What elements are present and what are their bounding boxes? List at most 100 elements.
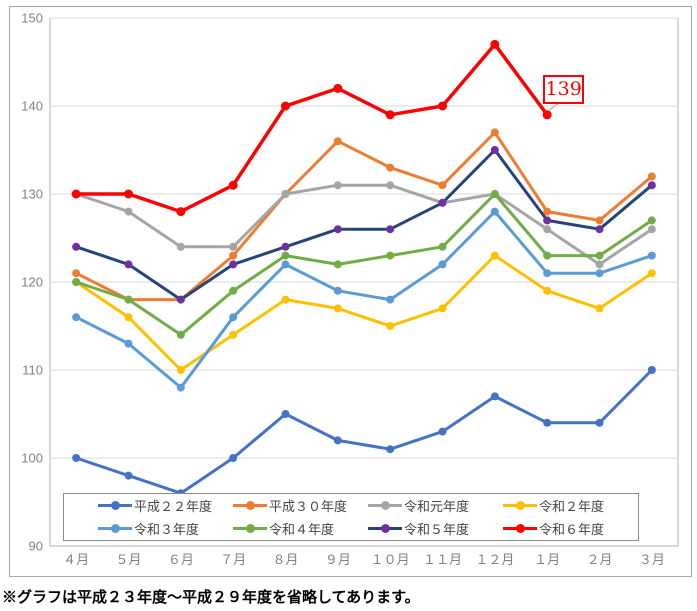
- x-tick-label-11: ２月: [586, 552, 612, 567]
- x-tick-label-1: ４月: [63, 552, 89, 567]
- series-marker-令和６年度: [124, 189, 133, 199]
- series-marker-平成２２年度: [490, 392, 499, 401]
- series-marker-平成２２年度: [72, 454, 81, 462]
- series-marker-令和２年度: [124, 313, 133, 322]
- annotation-label: 139: [543, 74, 585, 104]
- series-marker-平成３０年度: [438, 181, 447, 190]
- series-marker-令和４年度: [72, 278, 81, 286]
- legend-label: 平成２２年度: [134, 499, 213, 514]
- legend-label: 平成３０年度: [269, 499, 348, 514]
- legend-label: 令和５年度: [404, 522, 470, 537]
- x-tick-label-3: ６月: [168, 552, 194, 567]
- y-tick-label-90: 90: [29, 539, 43, 554]
- series-marker-令和４年度: [543, 251, 552, 260]
- series-marker-平成３０年度: [333, 137, 342, 146]
- chart-legend: 平成２２年度 平成３０年度 令和元年度 令和２年度令和３年度 令和４年度 令和５年度 令和６…: [63, 493, 639, 541]
- series-marker-令和３年度: [281, 260, 290, 269]
- series-marker-令和２年度: [490, 251, 499, 260]
- series-marker-令和元年度: [543, 225, 552, 234]
- series-marker-令和２年度: [647, 269, 656, 278]
- series-marker-令和６年度: [333, 83, 343, 93]
- series-marker-令和５年度: [72, 242, 81, 251]
- series-marker-平成２２年度: [438, 427, 447, 436]
- legend-entry-令和２年度: 令和２年度: [503, 494, 638, 517]
- legend-label: 令和２年度: [539, 499, 605, 514]
- series-marker-令和５年度: [543, 216, 552, 225]
- series-marker-令和元年度: [229, 242, 238, 251]
- series-marker-令和４年度: [176, 330, 185, 339]
- x-tick-label-9: １２月: [475, 552, 514, 567]
- series-line-令和３年度: [74, 210, 654, 390]
- series-line-平成２２年度: [74, 368, 654, 495]
- series-line-令和元年度: [74, 183, 654, 266]
- series-marker-平成３０年度: [386, 163, 395, 172]
- series-line-令和６年度: [74, 42, 549, 214]
- series-marker-令和５年度: [490, 146, 499, 154]
- series-marker-令和６年度: [438, 101, 447, 111]
- series-marker-令和６年度: [281, 101, 290, 111]
- series-line-令和２年度: [74, 254, 654, 372]
- series-marker-令和２年度: [229, 330, 238, 339]
- series-marker-令和４年度: [124, 295, 133, 304]
- series-marker-令和３年度: [124, 339, 133, 348]
- series-marker-令和５年度: [281, 242, 290, 251]
- series-marker-令和３年度: [543, 269, 552, 278]
- legend-entry-令和５年度: 令和５年度: [368, 517, 503, 540]
- series-marker-令和６年度: [176, 207, 186, 217]
- series-marker-平成２２年度: [124, 471, 133, 480]
- legend-marker-icon: [503, 501, 537, 510]
- x-tick-label-10: １月: [534, 552, 560, 567]
- y-tick-label-140: 140: [21, 99, 43, 114]
- series-marker-平成２２年度: [229, 454, 238, 462]
- series-marker-令和４年度: [281, 251, 290, 260]
- series-marker-令和元年度: [176, 242, 185, 251]
- series-marker-令和５年度: [176, 295, 185, 304]
- y-tick-label-130: 130: [21, 187, 43, 202]
- legend-label: 令和元年度: [404, 499, 470, 514]
- y-tick-label-120: 120: [21, 275, 43, 290]
- legend-marker-icon: [233, 524, 267, 533]
- series-marker-平成２２年度: [386, 445, 395, 454]
- legend-marker-icon: [503, 524, 537, 533]
- legend-marker-icon: [98, 501, 132, 510]
- series-marker-令和２年度: [386, 322, 395, 330]
- series-marker-平成３０年度: [543, 207, 552, 216]
- series-marker-令和元年度: [124, 207, 133, 216]
- series-marker-令和４年度: [647, 216, 656, 225]
- series-marker-令和３年度: [595, 269, 604, 278]
- legend-label: 令和６年度: [539, 522, 605, 537]
- series-marker-平成２２年度: [543, 418, 552, 427]
- legend-marker-icon: [368, 524, 402, 533]
- series-marker-令和５年度: [595, 225, 604, 234]
- series-marker-令和元年度: [386, 181, 395, 190]
- series-marker-平成３０年度: [595, 216, 604, 225]
- series-marker-令和５年度: [647, 181, 656, 190]
- series-marker-令和４年度: [333, 260, 342, 269]
- series-marker-平成２２年度: [333, 436, 342, 445]
- x-tick-label-2: ５月: [115, 552, 141, 567]
- legend-entry-令和元年度: 令和元年度: [368, 494, 503, 517]
- series-marker-令和６年度: [490, 39, 500, 49]
- chart-area: 90 100 110 120 130 140 150 ４月 ５月 ６月 ７月 ８月 ９月 １０月 １１月 １２…: [9, 6, 692, 577]
- legend-label: 令和４年度: [269, 522, 335, 537]
- legend-entry-平成２２年度: 平成２２年度: [98, 494, 233, 517]
- x-tick-label-5: ８月: [272, 552, 298, 567]
- series-marker-令和２年度: [595, 304, 604, 313]
- legend-entry-令和４年度: 令和４年度: [233, 517, 368, 540]
- series-marker-平成３０年度: [647, 172, 656, 181]
- x-tick-label-4: ７月: [220, 552, 246, 567]
- series-line-令和４年度: [74, 192, 654, 337]
- legend-marker-icon: [368, 501, 402, 510]
- series-marker-令和６年度: [385, 110, 395, 120]
- series-marker-令和４年度: [490, 190, 499, 198]
- series-marker-令和４年度: [229, 286, 238, 295]
- x-tick-label-8: １１月: [423, 552, 462, 567]
- legend-entry-令和３年度: 令和３年度: [98, 517, 233, 540]
- series-marker-令和３年度: [176, 383, 185, 392]
- series-marker-平成３０年度: [490, 128, 499, 137]
- series-marker-令和３年度: [490, 207, 499, 216]
- series-marker-令和４年度: [438, 242, 447, 251]
- series-marker-令和３年度: [386, 295, 395, 304]
- x-tick-label-6: ９月: [325, 552, 351, 567]
- x-tick-label-12: ３月: [639, 552, 665, 567]
